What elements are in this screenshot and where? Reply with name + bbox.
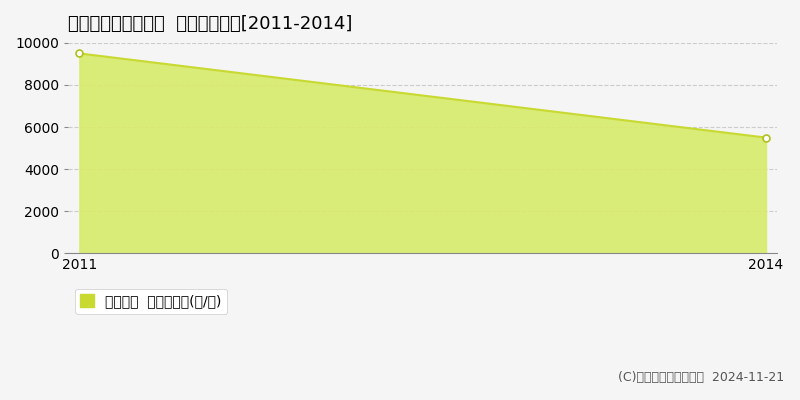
Legend: 農地価格  平均坪単価(円/坪): 農地価格 平均坪単価(円/坪) [75,289,227,314]
Text: (C)土地価格ドットコム  2024-11-21: (C)土地価格ドットコム 2024-11-21 [618,371,784,384]
Text: 宇陀郡曽爾村太良路  農地価格推移[2011-2014]: 宇陀郡曽爾村太良路 農地価格推移[2011-2014] [68,15,352,33]
